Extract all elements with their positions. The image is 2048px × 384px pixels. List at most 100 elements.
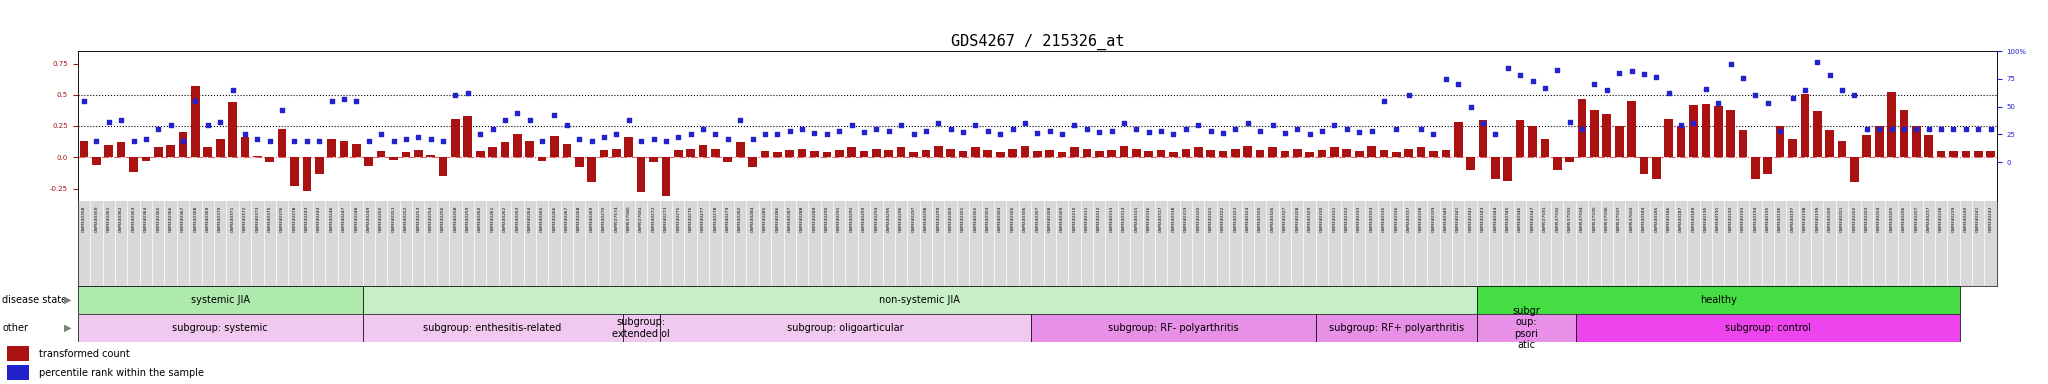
Point: [217, 87, 250, 93]
Point: [1653, 90, 1686, 96]
Text: GSM340207: GSM340207: [1915, 205, 1919, 232]
Point: [1096, 128, 1128, 134]
Bar: [1356, 151, 1364, 157]
Text: GSM340361: GSM340361: [106, 205, 111, 232]
Point: [786, 126, 819, 132]
Point: [141, 126, 174, 132]
Point: [1812, 72, 1845, 78]
Text: subgroup: enthesitis-related: subgroup: enthesitis-related: [424, 323, 561, 333]
Bar: [612, 149, 621, 157]
Bar: [1008, 149, 1018, 157]
Text: GSM340316: GSM340316: [1147, 205, 1151, 232]
Bar: [1096, 151, 1104, 157]
Text: GSM340369: GSM340369: [205, 205, 209, 232]
Point: [1071, 126, 1104, 132]
Text: GSM340201: GSM340201: [1839, 205, 1843, 232]
Bar: [414, 150, 422, 157]
Point: [477, 126, 510, 132]
Bar: [1962, 151, 1970, 157]
Text: GSM340367: GSM340367: [180, 205, 184, 232]
Point: [1913, 126, 1946, 132]
Point: [1108, 120, 1141, 126]
Bar: [1157, 150, 1165, 157]
Bar: [1120, 146, 1128, 157]
Bar: [995, 152, 1004, 157]
Text: GSM340376: GSM340376: [281, 205, 285, 232]
Text: GSM340240: GSM340240: [1964, 205, 1968, 232]
Bar: [674, 150, 682, 157]
Text: disease state: disease state: [2, 295, 68, 305]
Bar: [166, 145, 174, 157]
Text: GSM340326: GSM340326: [1270, 205, 1274, 232]
Text: GSM340287: GSM340287: [788, 205, 793, 232]
Text: GSM340261: GSM340261: [492, 205, 494, 232]
Text: GSM340307: GSM340307: [1036, 205, 1038, 232]
Point: [1901, 126, 1933, 132]
Bar: [799, 149, 807, 157]
Bar: [1280, 151, 1290, 157]
Text: GSM340293: GSM340293: [862, 205, 866, 232]
Bar: [1628, 101, 1636, 157]
Bar: [772, 152, 782, 157]
Bar: [1901, 110, 1909, 157]
Point: [401, 134, 434, 140]
Text: GSM340323: GSM340323: [1233, 205, 1237, 232]
Bar: [1477, 286, 1960, 314]
Point: [958, 122, 991, 129]
Point: [129, 136, 162, 142]
Point: [68, 98, 100, 104]
Text: GSM340297: GSM340297: [911, 205, 915, 232]
Bar: [1726, 110, 1735, 157]
Bar: [104, 145, 113, 157]
Point: [1864, 126, 1896, 132]
Point: [1454, 103, 1487, 109]
Bar: [1503, 157, 1511, 181]
Text: GSM340268: GSM340268: [578, 205, 582, 232]
Text: subgroup: oligoarticular: subgroup: oligoarticular: [786, 323, 903, 333]
Bar: [1937, 151, 1946, 157]
Bar: [1800, 93, 1808, 157]
Text: GSM340267: GSM340267: [565, 205, 569, 232]
Text: GSM340269: GSM340269: [590, 205, 594, 232]
Text: GSM340185: GSM340185: [1655, 205, 1659, 232]
Point: [1540, 67, 1573, 73]
Point: [303, 138, 336, 144]
Text: GSM340189: GSM340189: [1692, 205, 1696, 232]
Bar: [362, 314, 623, 342]
Bar: [1874, 126, 1884, 157]
Point: [563, 136, 596, 142]
Bar: [451, 119, 459, 157]
Point: [1763, 128, 1796, 134]
Bar: [1368, 146, 1376, 157]
Text: GSM340366: GSM340366: [168, 205, 172, 232]
Text: GSM340187: GSM340187: [1679, 205, 1683, 232]
Bar: [463, 116, 473, 157]
Text: GSM340265: GSM340265: [541, 205, 545, 232]
Text: GSM537591: GSM537591: [1542, 205, 1546, 232]
Text: GSM340333: GSM340333: [1358, 205, 1362, 232]
Point: [686, 126, 719, 132]
Text: GSM340266: GSM340266: [553, 205, 557, 232]
Point: [514, 117, 547, 123]
Point: [291, 138, 324, 144]
Point: [995, 126, 1028, 132]
Point: [377, 138, 410, 144]
Text: GSM340263: GSM340263: [516, 205, 520, 232]
Text: GSM340373: GSM340373: [256, 205, 260, 232]
Bar: [1430, 151, 1438, 157]
Bar: [1020, 146, 1030, 157]
Point: [588, 134, 621, 140]
Bar: [1032, 151, 1042, 157]
Point: [1726, 74, 1759, 81]
Point: [1491, 65, 1524, 71]
Text: GSM340378: GSM340378: [293, 205, 297, 232]
Point: [1034, 128, 1067, 134]
Text: GSM340327: GSM340327: [1282, 205, 1286, 232]
Bar: [575, 157, 584, 167]
Text: GSM340248: GSM340248: [354, 205, 358, 232]
Bar: [526, 141, 535, 157]
Point: [600, 131, 633, 137]
Bar: [1540, 139, 1548, 157]
Text: GSM340346: GSM340346: [1518, 205, 1522, 232]
Text: GSM340202: GSM340202: [1853, 205, 1855, 232]
